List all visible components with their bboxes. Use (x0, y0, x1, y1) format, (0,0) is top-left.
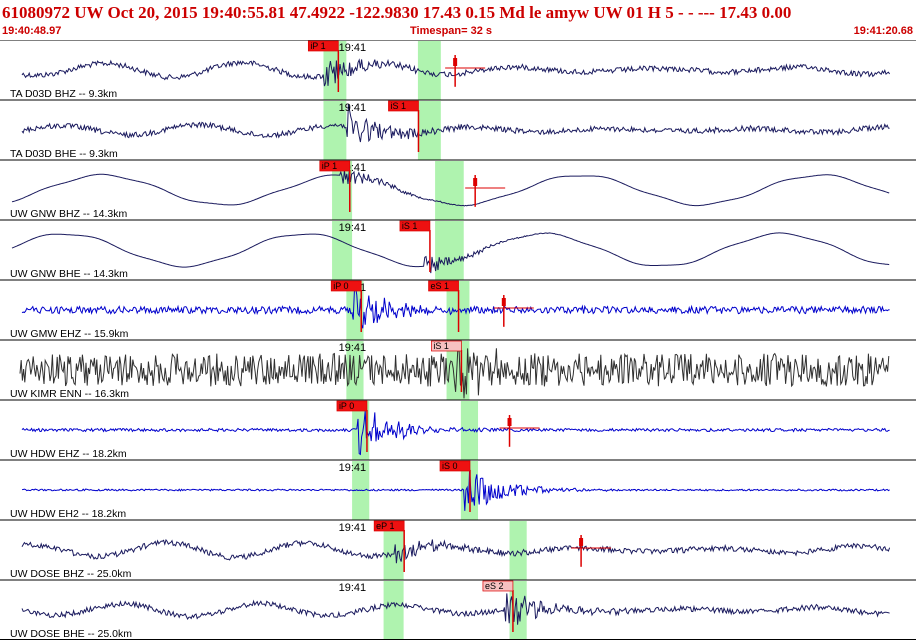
start-time: 19:40:48.97 (2, 25, 62, 37)
trace-label: UW HDW EH2 -- 18.2km (10, 508, 126, 520)
trace-label: UW GMW EHZ -- 15.9km (10, 328, 129, 340)
pick-window (323, 41, 347, 100)
waveform-trace (21, 538, 891, 564)
trace-label: UW DOSE BHE -- 25.0km (10, 628, 132, 640)
waveform-trace (21, 104, 890, 143)
pick-window (383, 581, 404, 640)
trace-row: 19:41 iS 1 TA D03D BHE -- 9.3km (0, 99, 916, 160)
pick-label: iP 0 (333, 281, 348, 291)
pick-window (332, 221, 353, 280)
waveform-trace (21, 287, 890, 329)
minute-mark-label: 19:41 (339, 582, 367, 594)
pick-window (383, 521, 404, 580)
minute-mark-label: 19:41 (339, 102, 367, 114)
pick-label: iS 0 (442, 461, 458, 471)
pick-flag (319, 160, 351, 172)
trace-label: UW GNW BHZ -- 14.3km (10, 208, 128, 220)
timespan-label: Timespan= 32 s (410, 25, 493, 37)
pick-flag (399, 220, 431, 232)
waveform-trace (21, 410, 890, 456)
pick-flag (428, 280, 459, 292)
amplitude-flag (507, 418, 512, 426)
plot-header: 61080972 UW Oct 20, 2015 19:40:55.81 47.… (0, 0, 916, 40)
pick-window (509, 521, 527, 580)
pick-label: iP 0 (339, 401, 354, 411)
pick-flag (439, 460, 471, 472)
event-summary: 61080972 UW Oct 20, 2015 19:40:55.81 47.… (2, 3, 792, 22)
amplitude-flag (579, 538, 584, 546)
pick-label: iP 1 (322, 161, 337, 171)
pick-label: iS 1 (390, 101, 406, 111)
trace-label: UW HDW EHZ -- 18.2km (10, 448, 127, 460)
trace-row: 19:41 iP 1 TA D03D BHZ -- 9.3km (0, 40, 916, 100)
waveform-trace (11, 232, 890, 274)
trace-row: 19:41 iS 0 UW HDW EH2 -- 18.2km (0, 459, 916, 520)
minute-mark-label: 19:41 (339, 342, 367, 354)
pick-flag (431, 340, 462, 352)
trace-label: UW KIMR ENN -- 16.3km (10, 388, 129, 400)
pick-label: eS 2 (485, 581, 504, 591)
trace-label: UW GNW BHE -- 14.3km (10, 268, 128, 280)
trace-row: 19:41 iS 1 UW KIMR ENN -- 16.3km (0, 339, 916, 400)
waveform-trace (11, 170, 890, 207)
waveform-trace (19, 345, 890, 399)
amplitude-flag (501, 298, 506, 306)
amplitude-flag (473, 178, 478, 186)
end-time: 19:41:20.68 (853, 25, 913, 37)
minute-mark-label: 19:41 (339, 462, 367, 474)
pick-label: iS 1 (402, 221, 418, 231)
trace-label: UW DOSE BHZ -- 25.0km (10, 568, 132, 580)
trace-label: TA D03D BHZ -- 9.3km (10, 88, 117, 100)
pick-window (460, 401, 479, 460)
pick-flag (307, 40, 339, 52)
minute-mark-label: 19:41 (339, 522, 367, 534)
minute-mark-label: 19:41 (339, 222, 367, 234)
pick-flag (388, 100, 419, 112)
pick-flag (330, 280, 362, 292)
pick-window (435, 221, 464, 280)
trace-row: 19:41 iS 1 UW GNW BHE -- 14.3km (0, 219, 916, 280)
waveform-trace (21, 468, 890, 511)
pick-window (323, 101, 347, 160)
pick-label: eS 1 (431, 281, 450, 291)
waveform-trace (21, 593, 890, 625)
minute-mark-label: 19:41 (339, 42, 367, 54)
pick-label: iS 1 (433, 341, 449, 351)
pick-window (417, 101, 441, 160)
pick-window (435, 161, 464, 220)
pick-label: eP 1 (376, 521, 394, 531)
pick-flag (482, 580, 514, 592)
pick-label: iP 1 (310, 41, 325, 51)
amplitude-flag (453, 58, 458, 66)
trace-row: 19:41 eS 2 UW DOSE BHE -- 25.0km (0, 579, 916, 640)
seismogram-panel[interactable]: 19:41 iP 1 TA D03D BHZ -- 9.3km 19:41 iS 1 TA… (0, 40, 916, 640)
trace-row: 19:41 eP 1 UW DOSE BHZ -- 25.0km (0, 519, 916, 580)
pick-window (417, 41, 441, 100)
pick-flag (336, 400, 368, 412)
pick-window (509, 581, 527, 640)
pick-flag (373, 520, 405, 532)
trace-label: TA D03D BHE -- 9.3km (10, 148, 118, 160)
pick-window (346, 281, 364, 340)
